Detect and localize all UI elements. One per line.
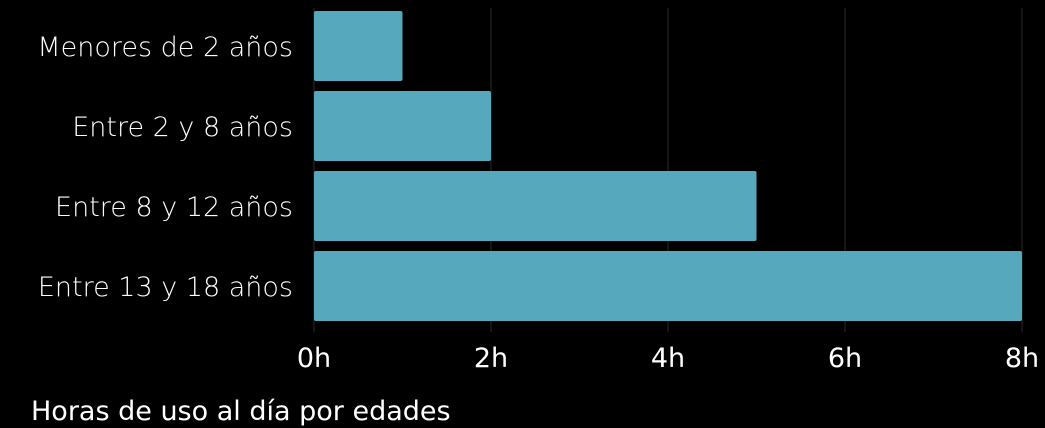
x-tick-label: 4h <box>651 343 685 374</box>
x-tick-labels: 0h 2h 4h 6h 8h <box>297 343 1039 374</box>
x-tick-label: 8h <box>1005 343 1039 374</box>
bars <box>314 11 1022 321</box>
bar <box>314 11 403 81</box>
bar <box>314 171 757 241</box>
category-label: Menores de 2 años <box>37 32 293 63</box>
category-labels: Menores de 2 años Entre 2 y 8 años Entre 8… <box>37 32 293 303</box>
x-tick-label: 6h <box>828 343 862 374</box>
x-tick-label: 2h <box>474 343 508 374</box>
bar <box>314 251 1022 321</box>
category-label: Entre 2 y 8 años <box>72 112 293 143</box>
x-tick-label: 0h <box>297 343 331 374</box>
chart-caption: Horas de uso al día por edades <box>31 396 451 427</box>
category-label: Entre 13 y 18 años <box>38 272 293 303</box>
bar <box>314 91 491 161</box>
category-label: Entre 8 y 12 años <box>55 192 293 223</box>
